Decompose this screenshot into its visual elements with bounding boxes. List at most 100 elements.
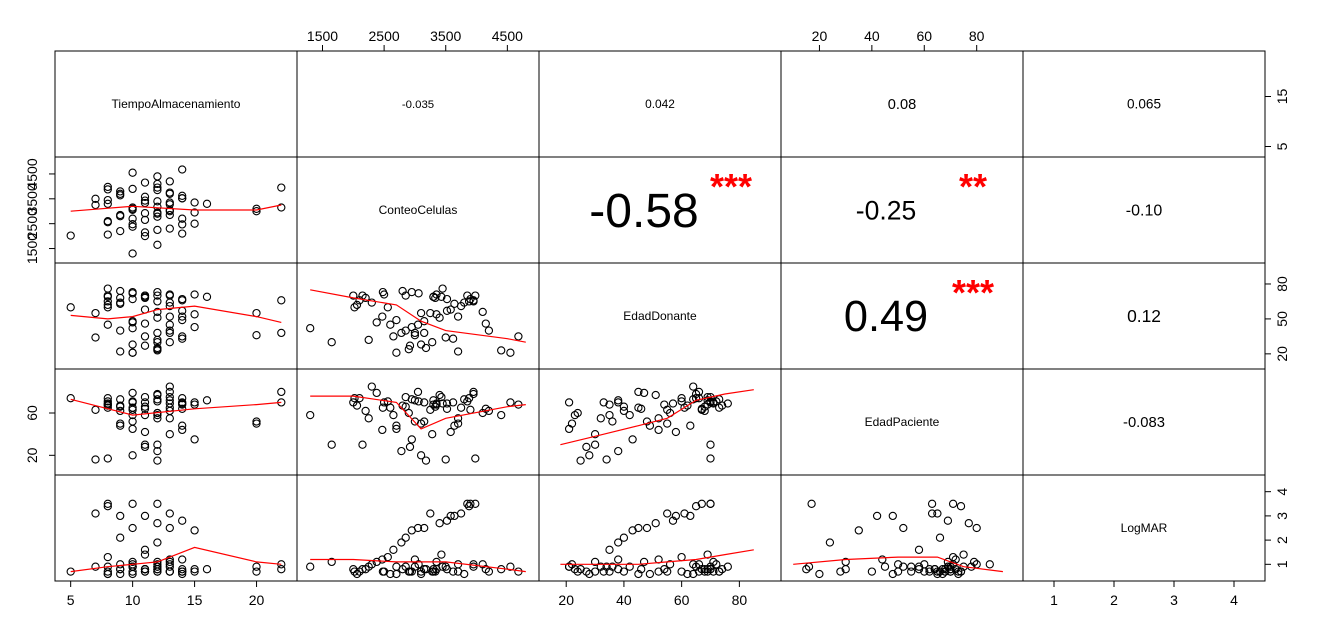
point-1-0-32 [165,207,174,216]
tick-label-left-1-0: 1500 [24,233,40,264]
point-2-0-30 [116,347,125,356]
point-3-2-25 [590,430,600,439]
point-3-2-23 [694,394,704,403]
point-2-0-55 [165,291,174,300]
point-4-1-37 [437,550,446,559]
tick-label-right-2-2: 80 [1274,276,1290,292]
point-3-0-25 [165,430,174,439]
point-4-2-15 [605,545,614,554]
point-4-2-57 [709,567,718,576]
point-3-0-5 [116,421,125,430]
point-3-1-60 [378,403,388,412]
point-2-1-3 [464,297,474,306]
point-3-0-6 [140,427,150,437]
point-4-2-63 [654,567,663,576]
point-3-1-55 [401,392,410,402]
point-4-0-43 [252,567,261,576]
point-2-0-12 [190,322,199,332]
point-4-3-42 [956,567,966,576]
point-4-3-8 [964,519,973,528]
point-4-3-41 [946,562,955,571]
point-4-3-20 [907,562,916,571]
point-2-0-16 [103,303,112,312]
point-3-2-22 [706,440,715,449]
point-4-3-5 [888,511,897,521]
point-3-1-66 [327,440,336,449]
point-2-1-16 [383,303,392,312]
point-1-0-3 [103,185,112,194]
point-4-1-16 [383,552,392,562]
point-3-0-55 [165,392,174,402]
point-2-1-64 [392,315,401,325]
point-4-3-6 [872,511,882,521]
point-3-0-39 [153,410,162,420]
point-4-3-27 [815,569,824,579]
point-4-3-50 [941,567,950,576]
point-4-3-26 [802,565,811,574]
point-3-2-66 [590,440,600,449]
point-2-0-46 [277,296,286,305]
tick-label-right-2-1: 50 [1274,311,1290,327]
point-4-1-9 [426,509,435,518]
point-1-0-55 [165,210,174,220]
point-2-0-17 [178,312,187,321]
smooth-line-4-0 [70,546,282,573]
tick-label-top-1-3: 4500 [492,28,523,44]
smooth-lines [70,204,1003,573]
point-4-3-35 [933,569,942,579]
point-3-2-38 [619,406,629,416]
point-4-2-32 [614,555,623,564]
correlation-0-2: 0.042 [645,97,675,111]
point-4-1-12 [407,526,416,535]
point-2-1-65 [306,324,315,333]
point-4-1-48 [469,562,478,571]
tick-label-top-3-0: 20 [812,28,828,44]
point-4-3-66 [841,557,850,567]
point-4-3-64 [888,569,897,579]
point-3-1-27 [416,451,426,460]
point-4-0-3 [103,502,112,511]
point-2-1-14 [397,328,406,338]
point-4-3-19 [985,560,994,569]
point-1-0-22 [140,228,150,237]
point-3-2-8 [651,390,660,400]
point-4-1-10 [420,523,429,533]
point-2-0-25 [165,338,174,347]
tick-label-top-3-1: 40 [864,28,880,44]
point-2-1-28 [405,341,415,350]
point-1-0-41 [128,168,137,177]
point-2-0-29 [91,333,100,342]
point-4-3-39 [914,565,924,574]
point-3-0-17 [178,425,187,435]
point-2-0-35 [103,320,112,329]
point-2-1-44 [410,331,420,340]
point-4-3-63 [907,567,916,576]
point-4-1-55 [401,562,410,571]
point-1-0-12 [190,208,199,217]
point-4-0-44 [252,562,261,571]
point-4-3-60 [933,567,942,576]
point-3-1-30 [453,419,463,428]
point-2-0-58 [103,284,112,293]
point-4-3-13 [935,533,945,542]
point-3-0-57 [190,398,199,407]
point-2-0-44 [252,331,261,340]
point-2-0-45 [277,328,286,338]
point-2-1-50 [429,292,438,301]
point-3-0-54 [153,395,162,404]
point-3-0-66 [153,440,162,449]
point-4-2-28 [582,567,591,576]
point-4-1-63 [453,567,463,576]
point-2-0-36 [190,310,199,319]
point-1-0-8 [153,197,162,206]
point-4-0-29 [91,562,100,571]
point-4-0-10 [128,523,137,533]
point-4-3-47 [951,565,960,574]
point-3-1-26 [421,456,431,465]
point-2-0-8 [153,313,162,322]
point-4-3-53 [935,567,945,576]
point-4-1-5 [450,511,459,521]
correlation-0-4: 0.065 [1127,97,1161,112]
point-4-0-13 [116,533,125,542]
point-4-3-12 [854,526,863,535]
